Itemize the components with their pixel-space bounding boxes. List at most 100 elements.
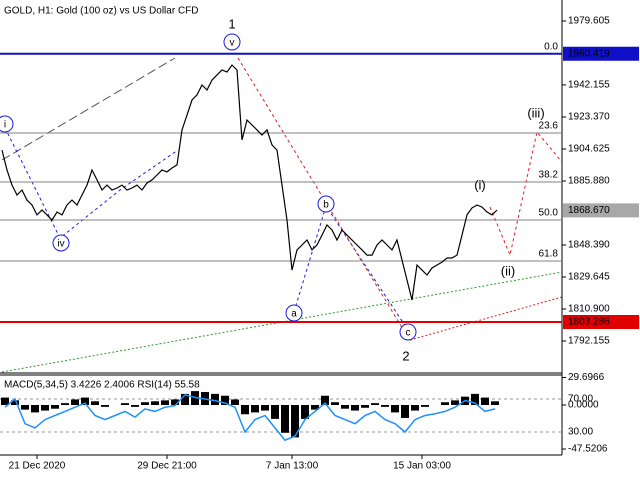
price-line [1, 64, 498, 301]
macd-bar [91, 401, 99, 405]
macd-bar [121, 403, 129, 405]
macd-bar [381, 405, 389, 407]
macd-bar [401, 405, 409, 418]
macd-bar [481, 397, 489, 405]
fib-label: 50.0 [539, 208, 559, 219]
fib-label: 38.2 [539, 170, 559, 181]
rsi-line [4, 394, 496, 442]
macd-bar [351, 405, 359, 411]
fib-label: 61.8 [539, 249, 559, 260]
y-tick-label: 1904.625 [568, 144, 610, 155]
wave-label: (iii) [527, 105, 544, 120]
macd-bar [241, 405, 249, 415]
y-tick-label: 1885.880 [568, 176, 610, 187]
wave-label: v [230, 38, 235, 49]
fib-label: 23.6 [539, 121, 559, 132]
wave-marker [0, 115, 14, 133]
wave-marker [223, 33, 241, 51]
y2-tick-label: 70.00 [568, 394, 593, 405]
y2-tick-label: 30.00 [568, 427, 593, 438]
macd-bar [41, 405, 49, 411]
wave-label: a [291, 309, 297, 320]
wave-marker [317, 195, 335, 213]
projection-line [489, 130, 563, 257]
y-tick-label: 1848.390 [568, 240, 610, 251]
macd-bar [291, 405, 299, 438]
macd-bar [321, 395, 329, 405]
macd-bar [51, 405, 59, 409]
macd-bar [131, 405, 139, 407]
macd-bar [271, 405, 279, 419]
macd-bar [141, 402, 149, 405]
macd-bar [211, 393, 219, 405]
macd-bar [151, 401, 159, 405]
wave-label: c [406, 328, 411, 339]
macd-bar [11, 400, 19, 405]
x-tick-label: 7 Jan 13:00 [266, 461, 319, 472]
indicator-title: MACD(5,34,5) 3.4226 2.4006 RSI(14) 55.58 [4, 380, 200, 391]
macd-bar [441, 402, 449, 405]
macd-bar [171, 399, 179, 405]
y-tick-label: 1829.645 [568, 272, 610, 283]
macd-bar [371, 403, 379, 405]
macd-bar [231, 399, 239, 405]
x-tick-label: 21 Dec 2020 [9, 461, 66, 472]
price-label-box [563, 46, 639, 61]
wave-label: 1 [228, 16, 235, 31]
macd-bar [31, 405, 39, 413]
macd-bar [421, 405, 429, 407]
macd-bar [71, 399, 79, 405]
macd-bar [451, 400, 459, 405]
wave-label: i [4, 120, 6, 131]
y-tick-label: -47.5206 [568, 444, 608, 455]
y-tick-label: 1810.900 [568, 304, 610, 315]
macd-bar [471, 393, 479, 405]
price-label: 1803.286 [568, 317, 610, 328]
wave-label: iv [57, 239, 64, 250]
macd-bar [361, 405, 369, 408]
price-label: 1868.670 [568, 205, 610, 216]
fib-label: 0.0 [544, 41, 558, 52]
macd-bar [341, 405, 349, 409]
macd-bar [1, 397, 9, 405]
y-tick-label: 1923.370 [568, 112, 610, 123]
chart-title: GOLD, H1: Gold (100 oz) vs US Dollar CFD [4, 6, 199, 17]
macd-bar [101, 405, 109, 407]
macd-bar [301, 405, 309, 419]
macd-bar [81, 397, 89, 405]
wave-line [4, 127, 179, 239]
macd-bar [491, 401, 499, 405]
x-tick-label: 29 Dec 21:00 [137, 461, 197, 472]
wave-label: b [323, 200, 329, 211]
y-tick-label: 1792.155 [568, 336, 610, 347]
macd-bar [281, 405, 289, 433]
macd-bar [411, 405, 419, 411]
y-tick-label: 1979.605 [568, 16, 610, 27]
channel-line [1, 57, 176, 161]
wave-label: (i) [474, 177, 486, 192]
price-label-box [563, 203, 639, 218]
y-tick-label: 29.6966 [568, 372, 605, 383]
wave-label: 2 [402, 348, 409, 363]
macd-bar [221, 395, 229, 405]
wave-label: (ii) [501, 263, 515, 278]
macd-bar [61, 403, 69, 405]
macd-bar [161, 400, 169, 405]
price-label-box [563, 315, 639, 330]
macd-bar [331, 402, 339, 405]
wave-marker [285, 304, 303, 322]
x-tick-label: 15 Jan 03:00 [393, 461, 451, 472]
wave-marker [399, 323, 417, 341]
macd-bar [21, 405, 29, 410]
wave-marker [52, 234, 70, 252]
price-label: 1960.419 [568, 48, 610, 59]
macd-bar [391, 405, 399, 413]
y-tick-label: 0.0000 [568, 400, 599, 411]
macd-bar [181, 393, 189, 405]
macd-bar [261, 405, 269, 411]
y-tick-label: 1942.155 [568, 80, 610, 91]
macd-bar [251, 405, 259, 413]
macd-bar [311, 405, 319, 410]
